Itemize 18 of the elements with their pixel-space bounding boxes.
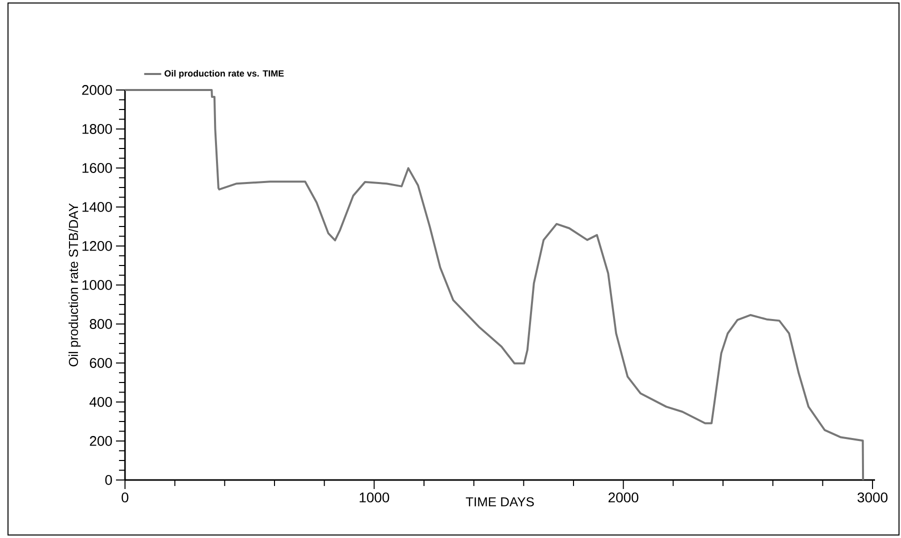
y-tick-label: 1400: [82, 202, 112, 212]
x-tick-label: 0: [122, 492, 128, 502]
x-tick-label: 2000: [608, 492, 638, 502]
y-tick-label: 1800: [82, 124, 112, 134]
y-tick-label: 800: [90, 319, 112, 329]
y-tick-label: 1000: [82, 280, 112, 290]
x-axis-title: TIME DAYS: [466, 497, 534, 506]
y-tick-label: 400: [90, 397, 112, 407]
y-axis-title: Oil production rate STB/DAY: [68, 203, 81, 366]
x-tick-label: 1000: [360, 492, 390, 502]
y-tick-label: 2000: [82, 85, 112, 95]
y-tick-label: 1600: [82, 163, 112, 173]
y-tick-label: 600: [90, 358, 112, 368]
y-tick-label: 1200: [82, 241, 112, 251]
y-tick-label: 0: [105, 475, 112, 485]
legend-label: Oil production rate vs. TIME: [164, 70, 284, 78]
x-tick-label: 3000: [858, 492, 888, 502]
y-tick-label: 200: [90, 436, 112, 446]
